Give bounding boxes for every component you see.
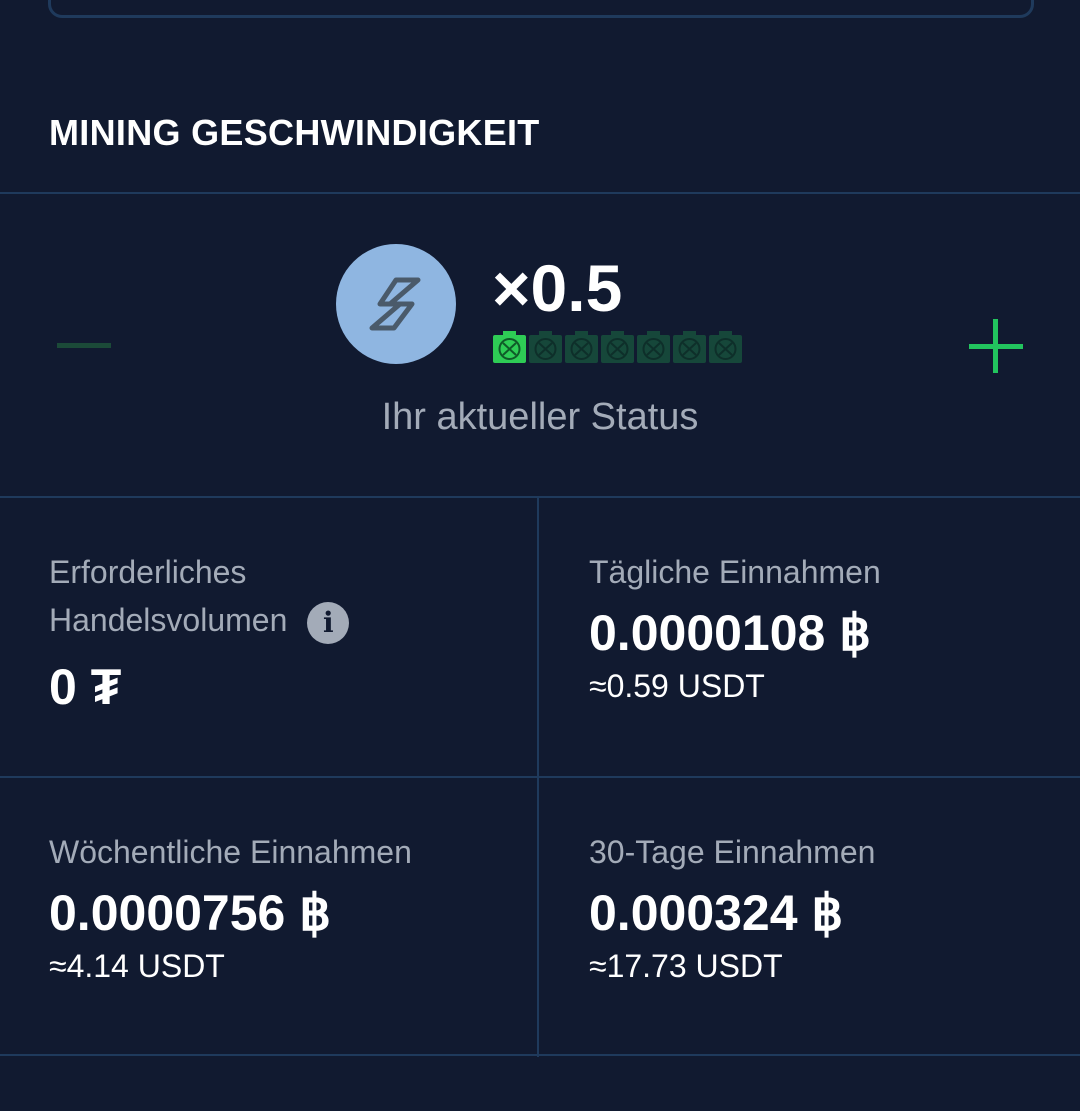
stat-value: 0.0000756 ฿ [49, 885, 332, 941]
speed-badge [336, 244, 456, 364]
info-icon[interactable]: i [307, 601, 350, 644]
stat-approx: ≈17.73 USDT [589, 948, 783, 984]
previous-card [48, 0, 1034, 18]
miner-inactive-icon [565, 331, 598, 363]
lightning-icon [369, 277, 421, 331]
stat-value: 0 ₮ [49, 659, 122, 715]
miner-level-indicator [492, 331, 743, 363]
divider [0, 1054, 1080, 1056]
stat-value: 0.0000108 ฿ [589, 605, 872, 661]
increase-speed-button[interactable] [966, 316, 1026, 376]
decrease-speed-button[interactable] [57, 343, 111, 348]
miner-inactive-icon [637, 331, 670, 363]
divider [0, 776, 1080, 778]
divider [0, 496, 1080, 498]
stat-weekly-earnings: Wöchentliche Einnahmen 0.0000756 ฿ ≈4.14… [49, 828, 509, 985]
miner-inactive-icon [529, 331, 562, 363]
stat-label: Wöchentliche Einnahmen [49, 834, 412, 870]
section-title: MINING GESCHWINDIGKEIT [49, 112, 540, 153]
miner-inactive-icon [601, 331, 634, 363]
stat-approx: ≈0.59 USDT [589, 668, 765, 704]
status-label: Ihr aktueller Status [381, 396, 699, 438]
miner-active-icon [493, 331, 526, 363]
miner-inactive-icon [709, 331, 742, 363]
stat-trading-volume: Erforderliches Handelsvolumen i 0 ₮ [49, 548, 509, 716]
speed-multiplier: ×0.5 [492, 251, 623, 325]
stat-value: 0.000324 ฿ [589, 885, 844, 941]
stat-label: 30-Tage Einnahmen [589, 834, 876, 870]
stat-label: Erforderliches Handelsvolumen [49, 554, 288, 638]
stat-approx: ≈4.14 USDT [49, 948, 225, 984]
miner-inactive-icon [673, 331, 706, 363]
divider [0, 192, 1080, 194]
stat-daily-earnings: Tägliche Einnahmen 0.0000108 ฿ ≈0.59 USD… [589, 548, 1049, 705]
stat-label: Tägliche Einnahmen [589, 554, 881, 590]
stat-monthly-earnings: 30-Tage Einnahmen 0.000324 ฿ ≈17.73 USDT [589, 828, 1049, 985]
